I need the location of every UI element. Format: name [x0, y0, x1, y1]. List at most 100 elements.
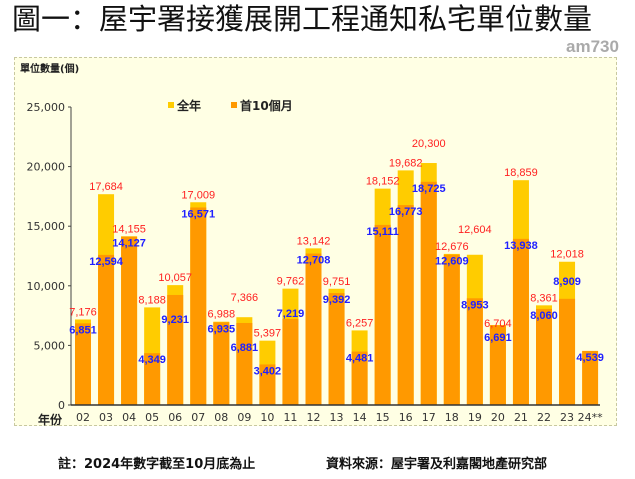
data-label-first-10-months: 7,219 [277, 308, 305, 320]
bar-chart: 單位數量(個) 0 5,000 10,000 15,000 20,000 25,000 02 0… [20, 62, 604, 427]
data-label-first-10-months: 4,539 [576, 352, 604, 364]
legend-label-first-10-months: 首10個月 [240, 98, 293, 113]
x-tick-label: 11 [283, 411, 297, 424]
data-label-first-10-months: 8,909 [553, 276, 581, 288]
data-label-first-10-months: 16,773 [389, 206, 423, 218]
data-label-full-year: 14,155 [112, 223, 146, 235]
data-label-full-year: 9,762 [277, 276, 305, 288]
bar-first-10-months [259, 364, 276, 405]
x-tick-label: 23 [560, 411, 574, 424]
x-tick-label: 04 [122, 411, 136, 424]
bar-first-10-months [489, 325, 506, 405]
footnote: 註：2024年數字截至10月底為止 [58, 457, 256, 472]
y-tick-label: 25,000 [27, 101, 66, 114]
data-label-first-10-months: 16,571 [181, 208, 215, 220]
data-label-full-year: 10,057 [158, 272, 192, 284]
legend-swatch-first-10-months [231, 102, 237, 108]
data-label-full-year: 18,152 [366, 176, 400, 188]
data-label-full-year: 13,142 [297, 235, 331, 247]
data-label-full-year: 7,176 [69, 306, 97, 318]
data-label-full-year: 12,604 [458, 224, 492, 236]
data-label-full-year: 17,009 [181, 189, 215, 201]
data-label-first-10-months: 15,111 [366, 226, 398, 238]
data-label-first-10-months: 8,953 [461, 299, 489, 311]
y-tick-label: 10,000 [27, 280, 66, 293]
bar-first-10-months [443, 254, 460, 405]
bar-first-10-months [397, 205, 414, 405]
legend-swatch-full-year [168, 102, 174, 108]
x-tick-label: 20 [491, 411, 505, 424]
page-title: 圖一：屋宇署接獲展開工程通知私宅單位數量 [12, 2, 593, 36]
x-tick-label: 03 [99, 411, 113, 424]
bar-first-10-months [512, 238, 529, 405]
data-label-full-year: 9,751 [323, 276, 351, 288]
x-tick-label: 08 [214, 411, 228, 424]
bar-first-10-months [328, 293, 345, 405]
data-label-first-10-months: 12,609 [435, 256, 469, 268]
x-tick-label: 14 [353, 411, 367, 424]
data-label-full-year: 20,300 [412, 138, 446, 150]
bar-first-10-months [190, 207, 207, 405]
data-label-first-10-months: 8,060 [530, 310, 558, 322]
bar-first-10-months [167, 294, 184, 405]
bar-first-10-months [420, 181, 437, 405]
data-label-first-10-months: 18,725 [412, 183, 446, 195]
x-tick-label: 24** [578, 411, 603, 424]
bar-first-10-months [466, 298, 483, 405]
bar-first-10-months [536, 308, 552, 405]
data-label-first-10-months: 4,481 [346, 353, 374, 365]
data-label-first-10-months: 9,392 [323, 294, 351, 306]
x-tick-label: 16 [399, 411, 413, 424]
data-label-first-10-months: 6,691 [484, 332, 512, 344]
data-label-first-10-months: 6,851 [69, 324, 97, 336]
x-tick-label: 06 [168, 411, 182, 424]
data-label-full-year: 8,188 [138, 294, 166, 306]
data-label-full-year: 8,361 [530, 292, 558, 304]
bar-first-10-months [144, 353, 161, 405]
data-label-first-10-months: 6,935 [208, 323, 236, 335]
data-label-first-10-months: 3,402 [254, 365, 282, 377]
x-tick-label: 09 [237, 411, 251, 424]
y-tick-label: 15,000 [27, 220, 66, 233]
data-label-first-10-months: 4,349 [138, 354, 166, 366]
bar-first-10-months [582, 350, 599, 405]
bar-first-10-months [351, 351, 368, 405]
x-tick-label: 18 [445, 411, 459, 424]
data-label-full-year: 6,704 [484, 318, 512, 330]
data-label-first-10-months: 6,881 [231, 342, 259, 354]
x-tick-label: 15 [376, 411, 390, 424]
data-label-first-10-months: 13,938 [504, 240, 538, 252]
y-tick-label: 5,000 [34, 339, 66, 352]
bar-first-10-months [559, 298, 576, 405]
bar-first-10-months [282, 318, 299, 405]
x-tick-label: 21 [514, 411, 528, 424]
data-label-full-year: 17,684 [89, 181, 123, 193]
bar-first-10-months [98, 254, 115, 405]
data-label-full-year: 18,859 [504, 167, 538, 179]
x-tick-label: 02 [76, 411, 90, 424]
x-tick-label: 22 [537, 411, 551, 424]
data-label-full-year: 6,988 [208, 309, 236, 321]
x-tick-label: 10 [260, 411, 274, 424]
y-tick-label: 0 [58, 399, 65, 412]
data-label-first-10-months: 12,594 [89, 256, 124, 268]
source-note: 資料來源：屋宇署及利嘉閣地產研究部 [326, 457, 548, 472]
x-tick-label: 17 [422, 411, 436, 424]
data-label-full-year: 6,257 [346, 317, 374, 329]
data-label-first-10-months: 12,708 [297, 255, 331, 267]
x-tick-label: 19 [468, 411, 482, 424]
data-label-full-year: 7,366 [231, 292, 259, 304]
legend-label-full-year: 全年 [176, 98, 201, 113]
data-label-first-10-months: 9,231 [161, 314, 189, 326]
bar-first-10-months [213, 322, 230, 405]
x-axis-title: 年份 [38, 412, 63, 427]
x-tick-label: 07 [191, 411, 205, 424]
bar-first-10-months [75, 323, 91, 405]
x-tick-label: 12 [307, 411, 321, 424]
y-tick-label: 20,000 [27, 161, 66, 174]
bar-first-10-months [121, 236, 138, 405]
data-label-first-10-months: 14,127 [112, 238, 146, 250]
data-label-full-year: 19,682 [389, 157, 423, 169]
x-tick-label: 05 [145, 411, 159, 424]
bar-first-10-months [236, 322, 253, 405]
